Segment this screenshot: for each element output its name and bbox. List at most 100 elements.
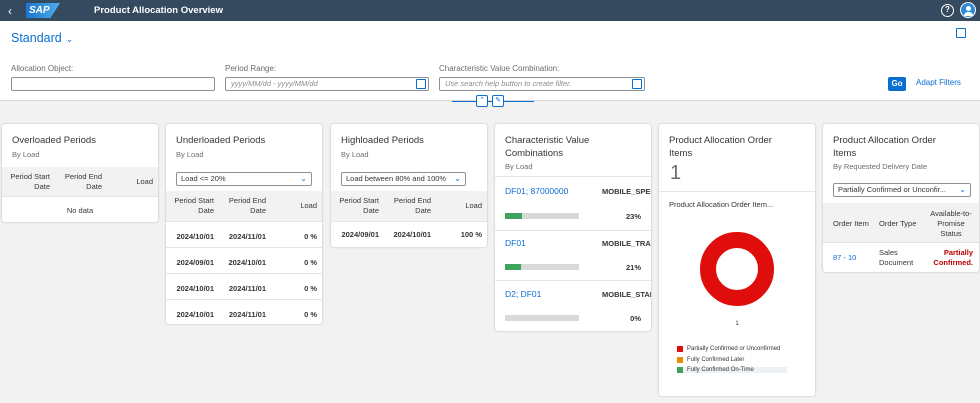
table-row[interactable]: 2024/09/01 2024/10/01 0 % [166, 248, 322, 274]
share-icon[interactable] [956, 28, 966, 38]
cvc-input[interactable]: Use search help button to create filter. [439, 77, 645, 91]
filter-label-cvc: Characteristic Value Combination: [439, 64, 560, 73]
cell-load: 0 % [304, 232, 317, 241]
legend-swatch [677, 357, 683, 363]
chevron-down-icon: ⌄ [65, 34, 74, 44]
chevron-down-icon: ⌄ [300, 174, 307, 183]
col-load: Load [465, 201, 482, 210]
period-range-input[interactable]: yyyy/MM/dd - yyyy/MM/dd [225, 77, 429, 91]
help-icon[interactable]: ? [941, 4, 954, 17]
load-percent: 21% [625, 263, 641, 272]
select-value: Load <= 20% [181, 174, 226, 183]
col-period-end: Period End Date [228, 196, 266, 215]
legend-swatch [677, 346, 683, 352]
collapse-header-icon[interactable]: ⌃ [476, 95, 488, 107]
cvc-value: MOBILE_TRA [602, 239, 651, 248]
pin-header-icon[interactable]: ✎ [492, 95, 504, 107]
cvc-link[interactable]: DF01; 87000000 [505, 186, 569, 196]
select-value: Load between 80% and 100% [346, 174, 447, 183]
load-filter-select[interactable]: Load between 80% and 100% ⌄ [341, 172, 466, 186]
donut-chart[interactable] [659, 219, 815, 339]
card-subtitle: By Load [505, 162, 533, 171]
status-filter-select[interactable]: Partially Confirmed or Unconfir... ⌄ [833, 183, 971, 197]
divider [495, 176, 651, 177]
kpi-count: 1 [670, 162, 682, 184]
col-order-item: Order Item [833, 219, 869, 228]
cell-end: 2024/10/01 [393, 230, 431, 239]
table-row[interactable]: 2024/10/01 2024/11/01 0 % [166, 300, 322, 324]
cell-start: 2024/10/01 [176, 284, 214, 293]
cell-load: 0 % [304, 258, 317, 267]
card-cvc[interactable]: Characteristic Value Combinations By Loa… [495, 124, 651, 331]
chevron-left-icon[interactable]: ‹ [8, 3, 12, 18]
table-header: Period Start Date Period End Date Load [331, 191, 487, 222]
order-item-link[interactable]: 87 - 10 [833, 253, 857, 262]
card-order-items-chart[interactable]: Product Allocation Order Items 1 Product… [659, 124, 815, 396]
card-order-items-table[interactable]: Product Allocation Order Items By Reques… [823, 124, 979, 272]
legend-item[interactable]: Fully Confirmed Later [677, 357, 744, 363]
legend-label: Partially Confirmed or Unconfirmed [687, 346, 781, 352]
go-button[interactable]: Go [888, 77, 906, 91]
table-header: Period Start Date Period End Date Load [166, 191, 322, 222]
adapt-filters-link[interactable]: Adapt Filters [916, 78, 961, 87]
col-load: Load [300, 201, 317, 210]
cell-start: 2024/09/01 [341, 230, 379, 239]
atp-status: Partially Confirmed. [933, 248, 973, 267]
card-overloaded-periods[interactable]: Overloaded Periods By Load Period Start … [2, 124, 158, 222]
filter-label-allocation-object: Allocation Object: [11, 64, 74, 73]
load-filter-select[interactable]: Load <= 20% ⌄ [176, 172, 312, 186]
table-header: Period Start Date Period End Date Load [2, 167, 158, 197]
col-period-end: Period End Date [64, 172, 102, 191]
allocation-object-input[interactable] [11, 77, 215, 91]
user-icon[interactable] [960, 2, 976, 18]
donut-slice-partially-confirmed-or-unconfirmed[interactable] [700, 232, 774, 306]
load-percent: 0% [630, 314, 641, 323]
period-range-placeholder: yyyy/MM/dd - yyyy/MM/dd [231, 79, 318, 88]
shell-bar: ‹ SAP Product Allocation Overview ? [0, 0, 980, 21]
table-row[interactable]: 87 - 10 Sales Document Partially Confirm… [823, 243, 979, 272]
app-title[interactable]: Product Allocation Overview [94, 5, 223, 16]
chevron-down-icon: ⌄ [959, 185, 966, 194]
divider [659, 191, 815, 192]
legend-label: Fully Confirmed Later [687, 357, 745, 363]
table-row[interactable]: 2024/10/01 2024/11/01 0 % [166, 274, 322, 300]
sap-logo[interactable]: SAP [26, 3, 60, 18]
calendar-icon[interactable] [416, 79, 426, 89]
card-title: Overloaded Periods [12, 135, 96, 146]
card-subtitle: By Load [341, 150, 369, 159]
load-bar [505, 315, 579, 321]
card-underloaded-periods[interactable]: Underloaded Periods By Load Load <= 20% ⌄… [166, 124, 322, 324]
card-subtitle: By Load [12, 150, 40, 159]
col-period-start: Period Start Date [174, 196, 214, 215]
card-title: Characteristic Value Combinations [505, 135, 590, 159]
divider [495, 280, 651, 281]
value-help-icon[interactable] [632, 79, 642, 89]
card-subtitle: By Requested Delivery Date [833, 162, 928, 171]
table-row[interactable]: 2024/09/01 2024/10/01 100 % [331, 222, 487, 247]
cvc-link[interactable]: DF01 [505, 238, 526, 248]
card-title: Product Allocation Order Items [833, 135, 936, 159]
col-period-start: Period Start Date [339, 196, 379, 215]
load-bar [505, 264, 579, 270]
cvc-placeholder: Use search help button to create filter. [445, 79, 572, 88]
legend-item[interactable]: Fully Confirmed On-Time [677, 367, 787, 373]
select-value: Partially Confirmed or Unconfir... [838, 185, 946, 194]
no-data-text: No data [66, 206, 94, 215]
cell-load: 0 % [304, 284, 317, 293]
table-header: Order Item Order Type Available-to-Promi… [823, 203, 979, 243]
card-title: Highloaded Periods [341, 135, 424, 146]
legend-item[interactable]: Partially Confirmed or Unconfirmed [677, 346, 780, 352]
cvc-link[interactable]: D2; DF01 [505, 289, 542, 299]
table-row[interactable]: 2024/10/01 2024/11/01 0 % [166, 222, 322, 248]
cell-end: 2024/11/01 [228, 310, 266, 319]
cvc-value: MOBILE_SPEC [602, 187, 651, 196]
load-bar-fill [505, 213, 523, 219]
card-subtitle: By Load [176, 150, 204, 159]
variant-selector[interactable]: Standard ⌄ [11, 31, 73, 45]
order-type: Sales Document [879, 248, 914, 267]
cell-end: 2024/11/01 [228, 232, 266, 241]
variant-label: Standard [11, 31, 62, 45]
card-highloaded-periods[interactable]: Highloaded Periods By Load Load between … [331, 124, 487, 247]
load-bar-fill [505, 264, 521, 270]
cvc-value: MOBILE_STAI [602, 290, 651, 299]
